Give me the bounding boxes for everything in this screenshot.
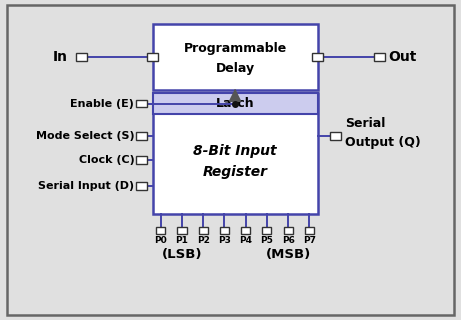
Bar bbox=[241, 227, 250, 234]
Text: (MSB): (MSB) bbox=[266, 248, 311, 261]
Bar bbox=[136, 100, 147, 108]
Bar bbox=[262, 227, 272, 234]
Bar bbox=[199, 227, 208, 234]
Bar bbox=[305, 227, 314, 234]
Bar bbox=[331, 132, 342, 140]
Text: P2: P2 bbox=[197, 236, 210, 245]
Bar bbox=[177, 227, 187, 234]
Bar bbox=[153, 93, 318, 114]
Text: Output (Q): Output (Q) bbox=[345, 136, 421, 149]
Text: Out: Out bbox=[389, 50, 417, 64]
Bar bbox=[147, 53, 158, 61]
Bar bbox=[136, 132, 147, 140]
Bar bbox=[76, 53, 87, 61]
Bar bbox=[220, 227, 229, 234]
Bar bbox=[136, 156, 147, 164]
Text: P1: P1 bbox=[176, 236, 189, 245]
Text: P4: P4 bbox=[239, 236, 252, 245]
Text: Enable (E): Enable (E) bbox=[71, 99, 134, 108]
Text: Serial Input (D): Serial Input (D) bbox=[38, 181, 134, 191]
Text: Delay: Delay bbox=[216, 62, 254, 76]
Bar bbox=[312, 53, 323, 61]
Text: Clock (C): Clock (C) bbox=[78, 155, 134, 165]
Text: Programmable: Programmable bbox=[183, 43, 287, 55]
Text: Latch: Latch bbox=[216, 97, 254, 110]
Text: Register: Register bbox=[202, 165, 267, 179]
Text: P0: P0 bbox=[154, 236, 167, 245]
Bar bbox=[136, 182, 147, 190]
Text: 8-Bit Input: 8-Bit Input bbox=[193, 144, 277, 158]
Text: P6: P6 bbox=[282, 236, 295, 245]
Bar bbox=[374, 53, 385, 61]
Bar bbox=[153, 24, 318, 90]
Text: P7: P7 bbox=[303, 236, 316, 245]
Text: Mode Select (S): Mode Select (S) bbox=[35, 131, 134, 141]
Text: In: In bbox=[53, 50, 68, 64]
Bar bbox=[156, 227, 165, 234]
Text: P3: P3 bbox=[218, 236, 231, 245]
Text: Serial: Serial bbox=[345, 117, 385, 130]
Bar bbox=[284, 227, 293, 234]
Text: (LSB): (LSB) bbox=[162, 248, 202, 261]
Text: P5: P5 bbox=[260, 236, 273, 245]
Bar bbox=[153, 93, 318, 214]
